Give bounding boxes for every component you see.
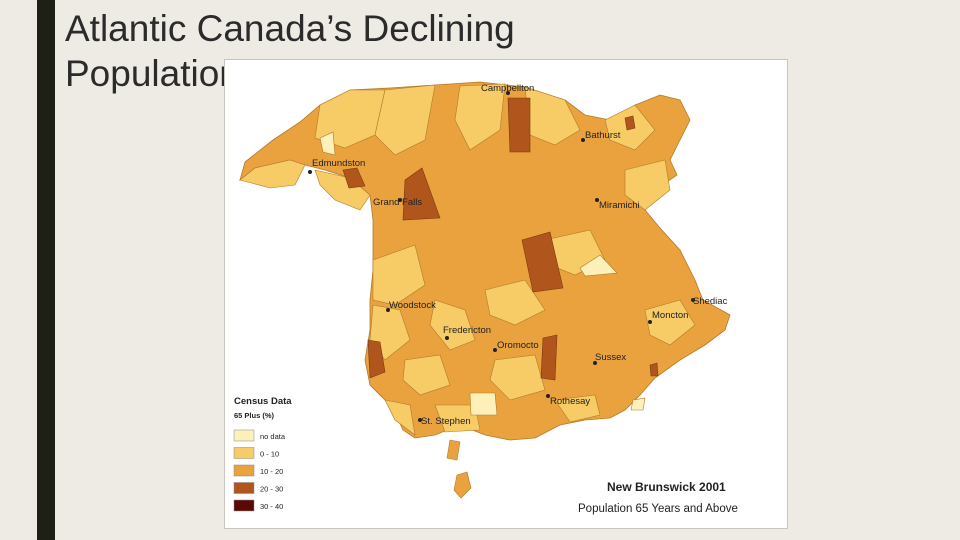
city-dot (648, 320, 652, 324)
slide-title: Atlantic Canada’s Declining Population (65, 8, 515, 94)
legend-swatch (233, 429, 255, 442)
city-dot (398, 198, 402, 202)
map-title: New Brunswick 2001 (607, 480, 726, 494)
city-dot (493, 348, 497, 352)
regions-20-30 (342, 97, 659, 381)
slide-accent-bar (37, 0, 55, 540)
map-legend: Census Data 65 Plus (%) no data 0 - 10 10 … (233, 396, 292, 512)
city-dot (691, 298, 695, 302)
city-label-edmundston: Edmundston (312, 158, 365, 169)
islands (446, 439, 472, 499)
city-dot (506, 91, 510, 95)
legend-swatch (233, 447, 255, 459)
city-label-campbellton: Campbellton (481, 83, 534, 94)
legend-label: 20 - 30 (260, 485, 283, 494)
city-dot (308, 170, 312, 174)
city-dot (581, 138, 585, 142)
legend-label: 0 - 10 (260, 450, 279, 459)
city-label-grand-falls: Grand Falls (373, 197, 422, 208)
legend-swatch (233, 482, 255, 494)
city-label-woodstock: Woodstock (389, 300, 436, 311)
city-dot (418, 418, 422, 422)
map-figure: Campbellton Bathurst Edmundston Grand Fa… (224, 59, 788, 529)
regions-0-10 (239, 83, 696, 436)
legend-swatch (233, 464, 255, 477)
city-dot (386, 308, 390, 312)
city-label-oromocto: Oromocto (497, 340, 539, 351)
city-dot (445, 336, 449, 340)
city-label-rothesay: Rothesay (550, 396, 590, 407)
legend-label: 30 - 40 (260, 502, 283, 511)
legend-subtitle: 65 Plus (%) (234, 411, 275, 420)
legend-title: Census Data (234, 396, 292, 407)
legend-label: no data (260, 432, 286, 441)
city-label-moncton: Moncton (652, 310, 688, 321)
legend-swatch (233, 499, 255, 512)
city-label-fredericton: Fredericton (443, 325, 491, 336)
city-markers: Campbellton Bathurst Edmundston Grand Fa… (308, 83, 728, 427)
city-label-st-stephen: St. Stephen (421, 416, 471, 427)
regions-no-data (319, 131, 646, 416)
city-label-bathurst: Bathurst (585, 130, 621, 141)
new-brunswick-map: Campbellton Bathurst Edmundston Grand Fa… (233, 81, 738, 515)
city-label-miramichi: Miramichi (599, 200, 640, 211)
city-dot (546, 394, 550, 398)
legend-label: 10 - 20 (260, 467, 283, 476)
legend-items: no data 0 - 10 10 - 20 20 - 30 30 - 40 (233, 429, 286, 512)
map-subtitle: Population 65 Years and Above (578, 503, 738, 515)
city-dot (593, 361, 597, 365)
city-label-sussex: Sussex (595, 352, 626, 363)
city-label-shediac: Shediac (693, 296, 728, 307)
city-dot (595, 198, 599, 202)
